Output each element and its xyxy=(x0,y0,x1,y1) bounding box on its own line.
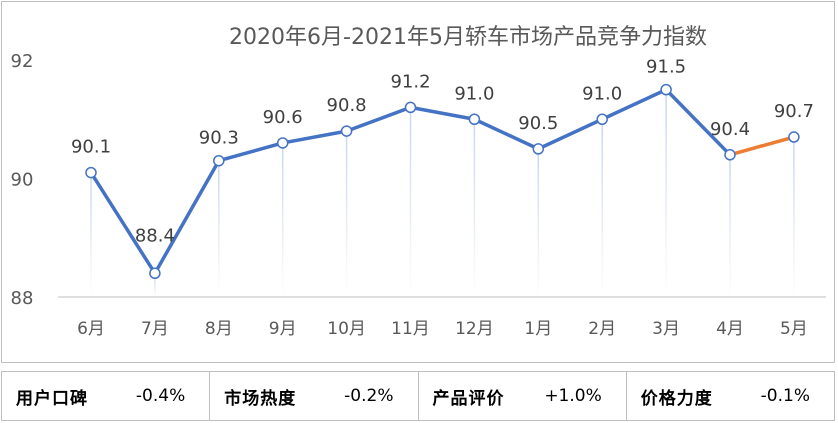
data-label: 90.3 xyxy=(199,128,239,149)
x-tick-label: 1月 xyxy=(524,319,552,339)
data-point xyxy=(596,113,608,125)
data-points xyxy=(85,83,800,280)
chart-title: 2020年6月-2021年5月轿车市场产品竞争力指数 xyxy=(229,25,707,50)
x-tick-label: 6月 xyxy=(77,319,105,339)
drop-line xyxy=(537,148,540,297)
drop-line xyxy=(218,160,220,297)
data-point xyxy=(213,154,225,167)
series-lines xyxy=(89,87,796,276)
metrics-bar: 用户口碑 -0.4% 市场热度 -0.2% 产品评价 +1.0% 价格力度 -0… xyxy=(1,371,835,421)
metric-value: -0.4% xyxy=(135,386,186,406)
metric-label: 价格力度 xyxy=(640,388,713,409)
line-chart: 2020年6月-2021年5月轿车市场产品竞争力指数 88 90 92 90.1 88… xyxy=(11,25,826,339)
metric-value: -0.2% xyxy=(344,386,394,406)
data-label: 90.1 xyxy=(71,137,111,158)
x-tick-label: 8月 xyxy=(205,319,233,339)
metric-value: +1.0% xyxy=(544,386,602,406)
data-point xyxy=(788,131,800,143)
x-tick-label: 4月 xyxy=(716,319,744,339)
metric-market-heat: 市场热度 -0.2% xyxy=(209,372,417,420)
drop-line xyxy=(154,273,156,297)
x-tick-label: 10月 xyxy=(327,319,366,339)
y-tick-label: 92 xyxy=(11,51,34,72)
drop-line xyxy=(409,107,412,298)
data-point xyxy=(85,166,97,179)
drop-line xyxy=(729,154,731,297)
x-tick-labels: 6月 7月 8月 9月 10月 11月 12月 1月 2月 3月 4月 5月 xyxy=(77,319,808,339)
data-label: 90.6 xyxy=(263,107,303,128)
data-label: 91.2 xyxy=(390,71,430,92)
data-point xyxy=(660,83,672,96)
data-label: 91.0 xyxy=(454,83,494,104)
data-label: 91.5 xyxy=(646,57,686,78)
data-point xyxy=(340,125,353,137)
metric-value: -0.1% xyxy=(760,386,810,406)
x-tick-label: 11月 xyxy=(391,319,430,339)
data-label: 90.5 xyxy=(518,113,558,134)
data-label: 91.0 xyxy=(582,83,622,104)
metric-label: 市场热度 xyxy=(224,388,297,409)
metric-price-strength: 价格力度 -0.1% xyxy=(625,372,834,420)
data-label: 90.7 xyxy=(774,101,814,122)
drop-line xyxy=(665,89,667,297)
drop-line xyxy=(90,172,92,297)
drop-lines xyxy=(90,89,795,298)
drop-line xyxy=(793,137,795,297)
data-point xyxy=(532,143,545,155)
data-labels: 90.1 88.4 90.3 90.6 90.8 91.2 91.0 90.5 91.0 91.5… xyxy=(71,57,814,247)
metric-user-reputation: 用户口碑 -0.4% xyxy=(2,372,209,420)
metric-label: 用户口碑 xyxy=(16,388,88,409)
series-line-highlight xyxy=(728,135,796,157)
data-label: 88.4 xyxy=(135,225,175,246)
chart-frame xyxy=(1,1,835,363)
data-label: 90.8 xyxy=(327,95,367,116)
metric-product-rating: 产品评价 +1.0% xyxy=(417,372,626,420)
drop-line xyxy=(281,142,284,297)
data-point xyxy=(149,267,161,280)
x-tick-label: 12月 xyxy=(455,319,494,339)
y-axis: 88 90 92 xyxy=(11,51,34,309)
y-tick-label: 90 xyxy=(11,170,34,191)
x-tick-label: 3月 xyxy=(652,319,680,339)
drop-line xyxy=(601,119,603,297)
x-tick-label: 7月 xyxy=(141,319,169,339)
x-tick-label: 5月 xyxy=(780,319,808,339)
drop-line xyxy=(473,119,476,297)
data-label: 90.4 xyxy=(710,119,750,140)
x-tick-label: 9月 xyxy=(269,319,297,339)
data-point xyxy=(276,137,289,149)
data-point xyxy=(468,113,481,125)
drop-line xyxy=(345,131,348,297)
metric-label: 产品评价 xyxy=(432,388,505,409)
data-point xyxy=(404,101,417,114)
y-tick-label: 88 xyxy=(11,288,34,309)
data-point xyxy=(724,149,736,161)
x-tick-label: 2月 xyxy=(588,319,616,339)
